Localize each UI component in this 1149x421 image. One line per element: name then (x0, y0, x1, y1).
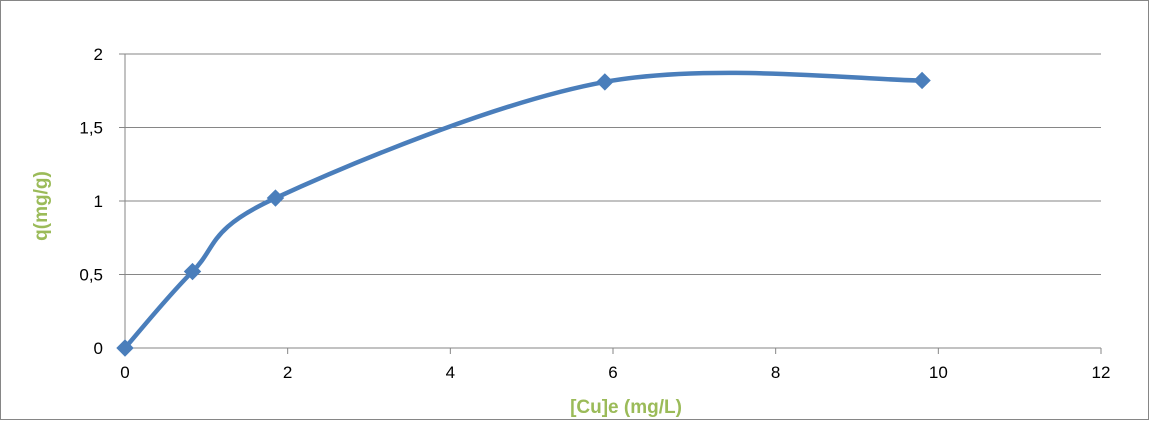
series (116, 70, 931, 357)
x-axis-title: [Cu]e (mg/L) (570, 397, 682, 418)
x-tick-labels: 0 2 4 6 8 10 12 (120, 363, 1110, 382)
x-tick-label: 6 (608, 363, 617, 382)
y-tick-label: 0 (94, 339, 103, 358)
x-tick-label: 0 (120, 363, 129, 382)
y-tick-label: 1,5 (79, 119, 103, 138)
y-tick-label: 0,5 (79, 266, 103, 285)
data-point-marker (266, 189, 285, 207)
y-tick-labels: 0 0,5 1 1,5 2 (79, 45, 103, 358)
data-point-marker (913, 71, 931, 90)
y-tick-label: 1 (94, 192, 103, 211)
data-point-marker (596, 73, 614, 91)
y-tick-label: 2 (94, 45, 103, 64)
gridlines (125, 53, 1101, 275)
x-tick-label: 8 (771, 363, 780, 382)
data-point-marker (183, 262, 202, 281)
x-tick-label: 4 (446, 363, 455, 382)
y-axis-title: q(mg/g) (31, 171, 52, 241)
data-point-marker (116, 339, 134, 357)
x-tick-label: 2 (283, 363, 292, 382)
x-tick-label: 12 (1092, 363, 1111, 382)
series-line (122, 70, 925, 351)
x-tick-label: 10 (929, 363, 948, 382)
